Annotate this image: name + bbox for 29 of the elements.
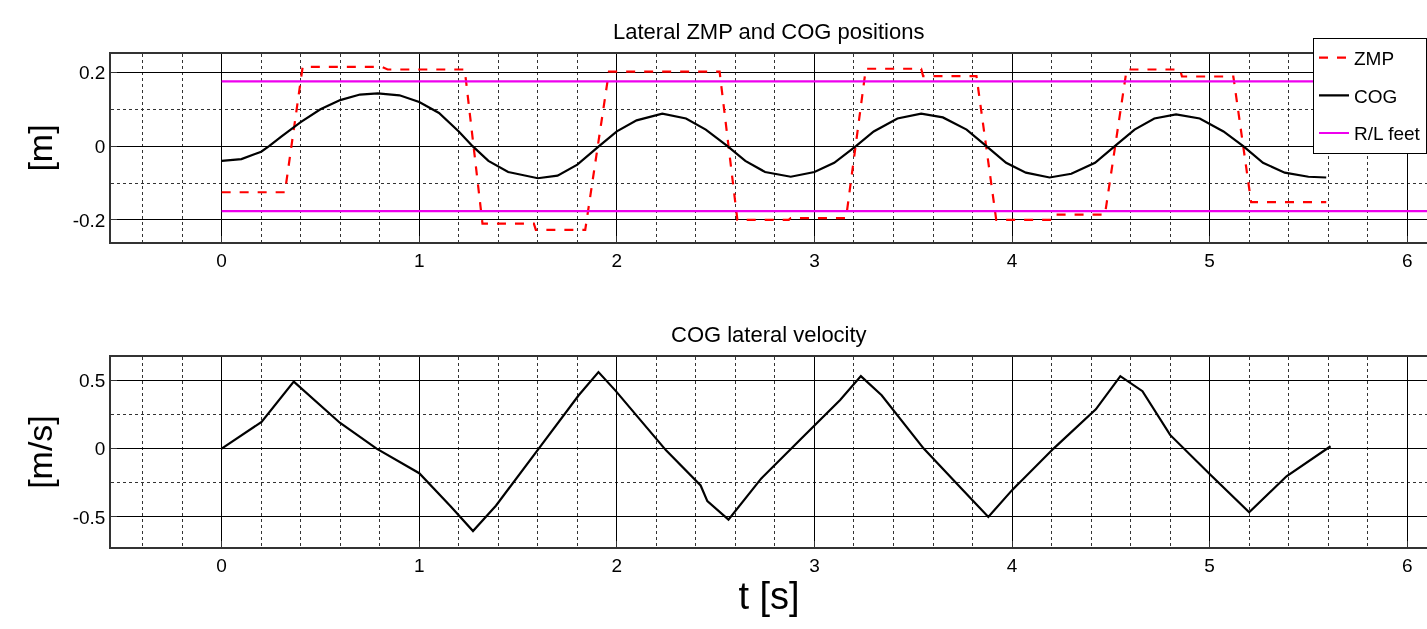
y-axis-title: [m] (20, 124, 59, 172)
y-tick-label: 0.5 (79, 369, 106, 391)
x-tick-label: 5 (1204, 554, 1215, 576)
line-series (220, 65, 1328, 231)
x-tick-label: 1 (413, 554, 425, 576)
y-axis-title: [m/s] (20, 415, 59, 489)
x-tick-label: 1 (413, 249, 425, 271)
x-tick-label: 6 (1401, 249, 1413, 271)
legend-label: R/L feet (1354, 123, 1421, 145)
legend-label: COG (1354, 85, 1398, 107)
y-tick-label: -0.2 (72, 209, 106, 231)
x-tick-label: 4 (1006, 249, 1018, 271)
x-tick-label: 2 (611, 249, 623, 271)
x-axis-title: t [s] (738, 575, 800, 618)
x-tick-label: 0 (216, 249, 227, 271)
y-tick-label: 0.2 (79, 62, 106, 84)
x-tick-label: 3 (809, 554, 820, 576)
x-tick-label: 2 (611, 554, 623, 576)
x-tick-label: 5 (1204, 249, 1215, 271)
x-tick-label: 0 (216, 554, 227, 576)
x-tick-label: 3 (809, 249, 820, 271)
y-tick-label: 0 (94, 438, 106, 460)
chart-title: Lateral ZMP and COG positions (613, 19, 925, 44)
y-tick-label: 0 (94, 135, 106, 157)
chart-title: COG lateral velocity (671, 322, 867, 347)
legend-label: ZMP (1354, 48, 1395, 69)
x-tick-label: 4 (1006, 554, 1018, 576)
x-tick-label: 6 (1401, 554, 1413, 576)
y-tick-label: -0.5 (72, 506, 106, 528)
